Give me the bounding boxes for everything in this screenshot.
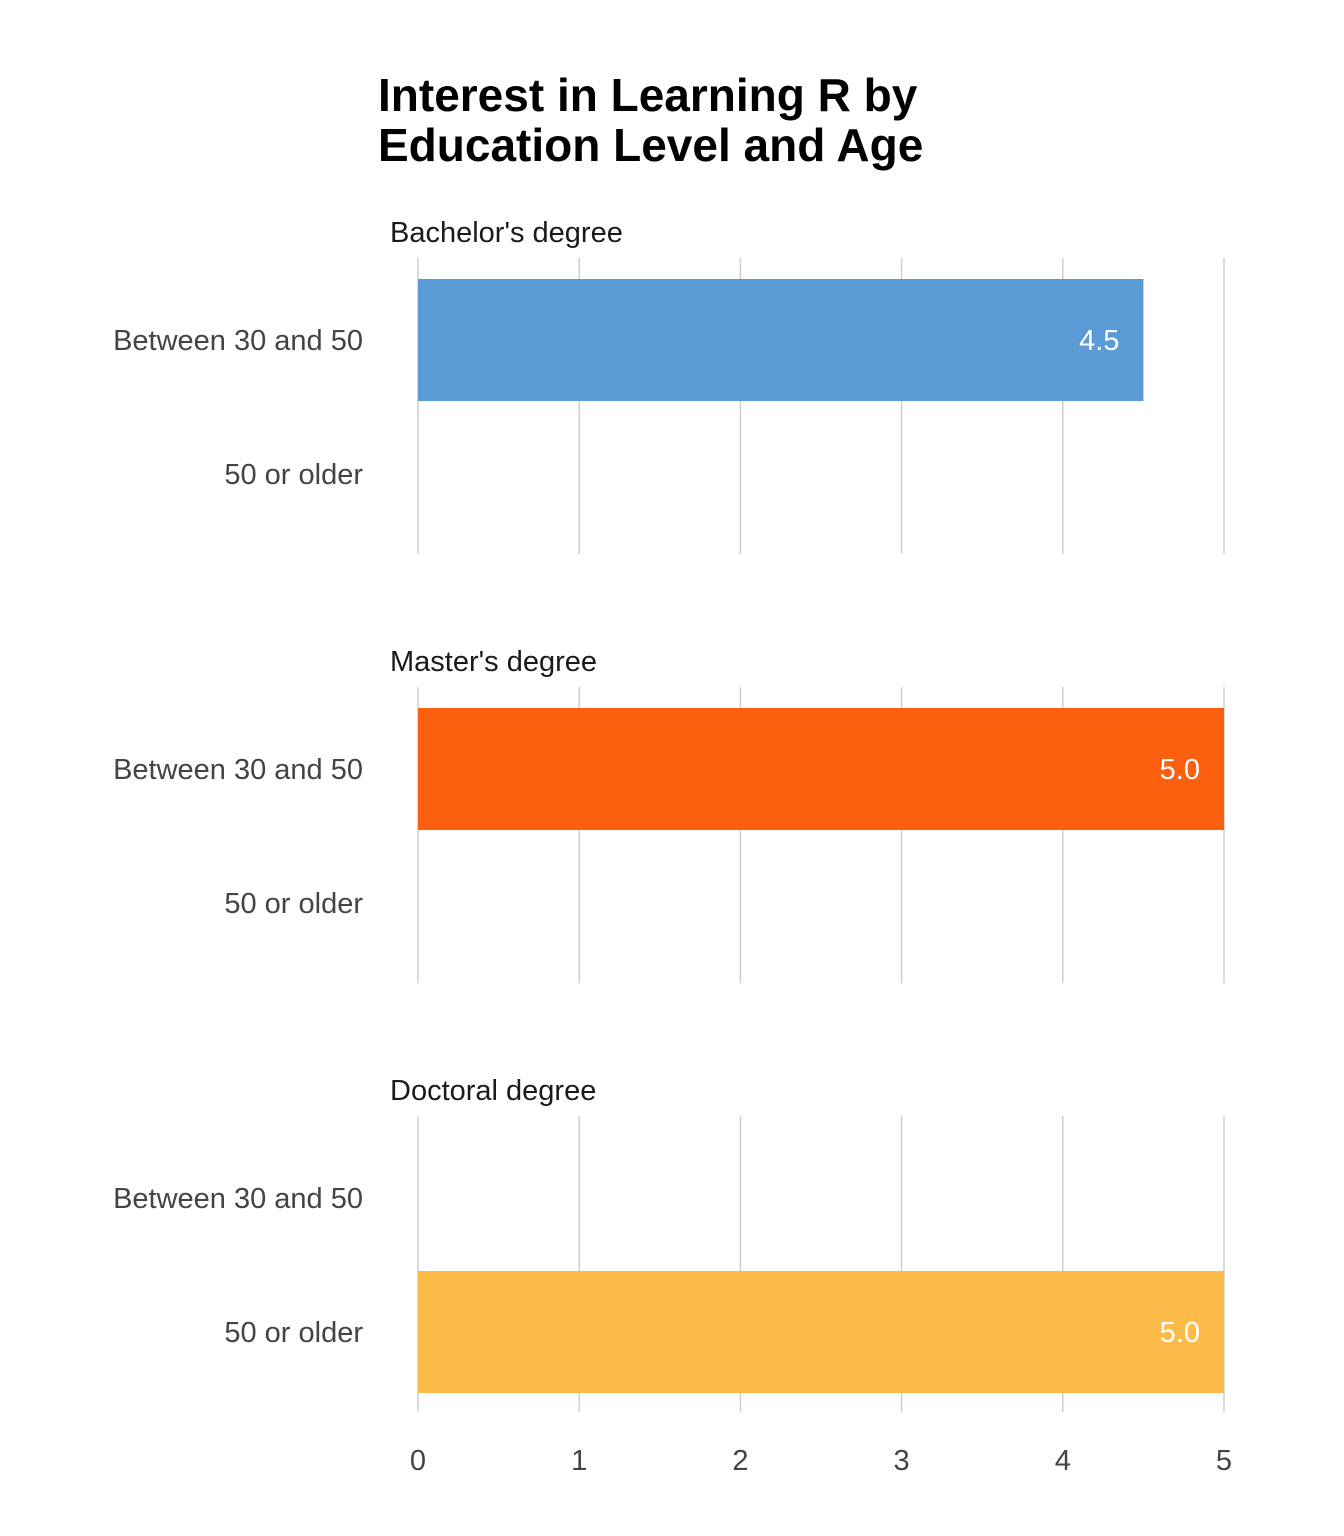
category-label-bachelor-s-degree-1: 50 or older	[224, 459, 363, 491]
bar-doctoral-degree-1	[418, 1271, 1224, 1393]
x-tick-label-1: 1	[571, 1445, 587, 1477]
bar-bachelor-s-degree-0	[418, 279, 1144, 401]
x-tick-label-3: 3	[894, 1445, 910, 1477]
category-label-bachelor-s-degree-0: Between 30 and 50	[113, 325, 363, 357]
x-tick-label-0: 0	[410, 1445, 426, 1477]
chart-title-line-2: Education Level and Age	[378, 119, 924, 171]
category-label-master-s-degree-1: 50 or older	[224, 888, 363, 920]
category-label-doctoral-degree-1: 50 or older	[224, 1317, 363, 1349]
facet-label-doctoral-degree: Doctoral degree	[390, 1075, 596, 1107]
data-label-bachelor-s-degree-0: 4.5	[1079, 325, 1119, 357]
category-label-master-s-degree-0: Between 30 and 50	[113, 754, 363, 786]
bar-master-s-degree-0	[418, 708, 1224, 830]
facet-label-master-s-degree: Master's degree	[390, 646, 597, 678]
data-label-doctoral-degree-1: 5.0	[1160, 1317, 1200, 1349]
data-label-master-s-degree-0: 5.0	[1160, 754, 1200, 786]
category-label-doctoral-degree-0: Between 30 and 50	[113, 1183, 363, 1215]
chart-title: Interest in Learning R by Education Leve…	[378, 70, 923, 170]
x-tick-label-2: 2	[732, 1445, 748, 1477]
chart-title-line-1: Interest in Learning R by	[378, 69, 918, 121]
x-tick-label-5: 5	[1216, 1445, 1232, 1477]
x-tick-label-4: 4	[1055, 1445, 1071, 1477]
facet-label-bachelor-s-degree: Bachelor's degree	[390, 217, 623, 249]
